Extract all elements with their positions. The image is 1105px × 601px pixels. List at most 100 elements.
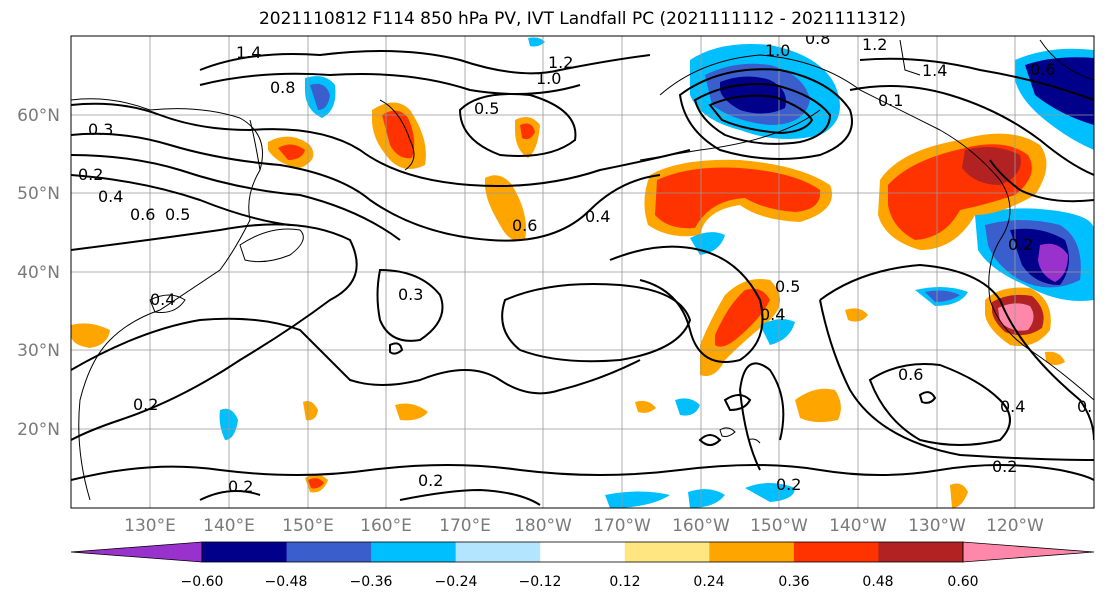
colorbar-tick-label: −0.60 (181, 574, 224, 590)
shade-negative (745, 483, 795, 502)
shade-negative (760, 319, 795, 345)
colorbar-tick-label: −0.36 (350, 574, 393, 590)
pv-contours (71, 50, 1094, 506)
shade-negative (310, 83, 330, 110)
colorbar-tick-label: −0.48 (265, 574, 308, 590)
contour-label: 1.0 (536, 69, 561, 88)
shade-positive (382, 110, 415, 159)
contour-label: 0.2 (1077, 397, 1102, 416)
lat-label: 40°N (17, 263, 60, 283)
map-frame (70, 35, 1095, 509)
contour-label: 1.2 (862, 35, 887, 54)
shade-positive (485, 175, 527, 241)
shade-positive (1045, 351, 1065, 365)
lon-label: 150°E (282, 516, 334, 536)
graticule (71, 36, 1094, 508)
contour-label: 0.4 (150, 290, 175, 309)
contour-label: 0.1 (878, 91, 903, 110)
shade-negative (675, 398, 700, 416)
contour-label: 0.2 (776, 475, 801, 494)
colorbar-swatch (286, 542, 372, 562)
colorbar-tick-label: 0.48 (862, 574, 893, 590)
colorbar-swatch (202, 542, 288, 562)
lon-label: 180°W (514, 516, 572, 536)
colorbar-swatch (709, 542, 795, 562)
contour-label: 0.2 (133, 395, 158, 414)
lat-label: 60°N (17, 106, 60, 126)
contour-label: 0.6 (130, 205, 155, 224)
shade-negative (925, 290, 960, 302)
colorbar-frame (201, 541, 964, 563)
colorbar-swatch (878, 542, 964, 562)
shade-positive (998, 303, 1034, 331)
contour-label: 0.5 (165, 205, 190, 224)
colorbar-tick-label: −0.24 (435, 574, 478, 590)
lon-label: 160°W (672, 516, 730, 536)
contour-label: 0.4 (98, 187, 123, 206)
colorbar-swatch (793, 542, 879, 562)
contour-label: 1.4 (236, 43, 261, 62)
colorbar-tick-label: 0.24 (693, 574, 724, 590)
shade-positive (950, 483, 968, 508)
lat-axis: 60°N 50°N 40°N 30°N 20°N (17, 106, 60, 440)
contour-label: 0.4 (585, 207, 610, 226)
colorbar-tick-label: 0.36 (778, 574, 809, 590)
contour-label: 0.3 (88, 120, 113, 139)
contour-label: 0.6 (512, 216, 537, 235)
colorbar-swatch (455, 542, 541, 562)
contour-label: 0.8 (270, 78, 295, 97)
colorbar (70, 541, 1095, 563)
lon-label: 120°W (986, 516, 1044, 536)
lat-label: 20°N (17, 420, 60, 440)
contour-label: 0.2 (228, 477, 253, 496)
colorbar-tick-label: 0.12 (609, 574, 640, 590)
shade-positive (71, 323, 110, 348)
contour-label: 1.2 (548, 53, 573, 72)
shade-positive (520, 123, 535, 140)
shade-positive (395, 403, 428, 421)
colorbar-extend-max (962, 541, 1095, 563)
lon-label: 150°W (750, 516, 808, 536)
lon-label: 130°W (908, 516, 966, 536)
shade-positive (795, 388, 841, 423)
shade-positive (845, 308, 868, 322)
pv-anomaly-shading (71, 37, 1094, 508)
contour-label: 0.2 (1008, 235, 1033, 254)
map-title: 2021110812 F114 850 hPa PV, IVT Landfall… (258, 9, 906, 29)
contour-label: 0.6 (1030, 60, 1055, 79)
colorbar-swatch (540, 542, 626, 562)
lon-label: 160°E (360, 516, 412, 536)
lon-label: 140°E (203, 516, 255, 536)
contour-label: 1.0 (765, 41, 790, 60)
lon-label: 170°W (593, 516, 651, 536)
colorbar-ticks: −0.60 −0.48 −0.36 −0.24 −0.12 0.12 0.24 … (181, 574, 979, 590)
contour-label: 0.2 (78, 165, 103, 184)
contour-label: 0.5 (474, 99, 499, 118)
contour-label: 0.2 (992, 457, 1017, 476)
shade-positive (715, 288, 770, 347)
contour-label: 0.5 (775, 277, 800, 296)
contour-label: 1.4 (922, 61, 947, 80)
colorbar-tick-label: −0.12 (519, 574, 562, 590)
lat-label: 50°N (17, 184, 60, 204)
contour-label: 0.6 (898, 365, 923, 384)
lat-label: 30°N (17, 341, 60, 361)
contour-labels: 1.4 1.2 1.0 0.8 0.5 1.0 0.8 1.2 1.4 0.1 … (78, 29, 1102, 496)
shade-negative (688, 489, 725, 508)
colorbar-extend-min (70, 541, 203, 563)
contour-label: 0.8 (805, 29, 830, 48)
shade-negative (1025, 57, 1094, 125)
shade-negative (528, 37, 545, 47)
lon-axis: 130°E 140°E 150°E 160°E 170°E 180°W 170°… (124, 516, 1044, 536)
lon-label: 140°W (829, 516, 887, 536)
shade-positive (308, 478, 324, 489)
shade-positive (635, 400, 656, 413)
contour-label: 0.4 (1000, 397, 1025, 416)
colorbar-tick-label: 0.60 (947, 574, 978, 590)
shade-negative (605, 491, 670, 508)
contour-label: 0.3 (398, 285, 423, 304)
lon-label: 170°E (439, 516, 491, 536)
shade-positive (278, 144, 305, 160)
shade-negative (1038, 243, 1068, 282)
